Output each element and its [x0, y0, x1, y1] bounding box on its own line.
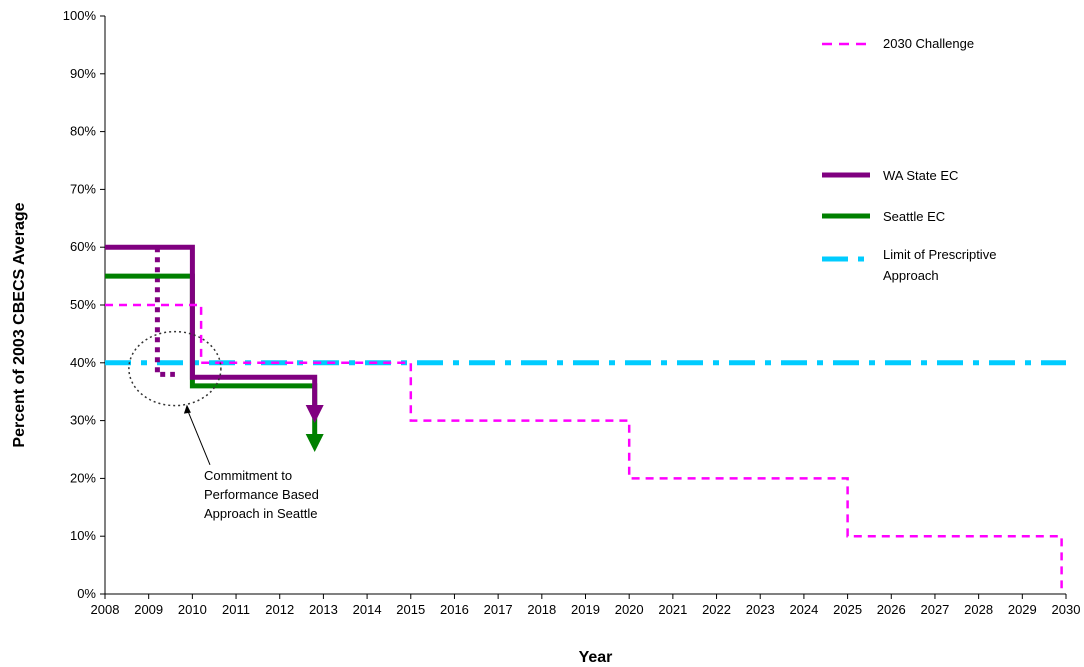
x-tick-label: 2016	[440, 602, 469, 617]
y-tick-label: 100%	[63, 8, 97, 23]
x-axis-title: Year	[579, 649, 613, 666]
x-tick-label: 2009	[134, 602, 163, 617]
x-tick-label: 2020	[615, 602, 644, 617]
x-tick-label: 2017	[484, 602, 513, 617]
y-tick-label: 30%	[70, 413, 96, 428]
x-tick-label: 2010	[178, 602, 207, 617]
legend-label-2030-challenge: 2030 Challenge	[883, 36, 974, 51]
y-tick-label: 20%	[70, 470, 96, 485]
series-wa-state-ec-line	[105, 244, 318, 409]
series-wa-state-ec-arrowhead	[305, 405, 324, 424]
series-layer	[105, 244, 1066, 589]
y-tick-label: 80%	[70, 124, 96, 139]
series-seattle-ec-line	[105, 273, 318, 438]
x-tick-label: 2019	[571, 602, 600, 617]
y-axis-ticks: 0% 10% 20% 30% 40% 50% 60% 70% 80% 90% 100%	[63, 8, 105, 601]
x-tick-label: 2030	[1052, 602, 1081, 617]
y-tick-label: 70%	[70, 181, 96, 196]
annotation-line-3: Approach in Seattle	[204, 506, 317, 521]
x-tick-label: 2014	[353, 602, 382, 617]
x-tick-label: 2024	[789, 602, 818, 617]
legend-label-limit-prescriptive: Limit of Prescriptive Approach	[883, 247, 996, 283]
x-axis-ticks: 2008 2009 2010 2011 2012 2013 2014 2015 2016 2017…	[91, 594, 1081, 617]
x-tick-label: 2022	[702, 602, 731, 617]
y-tick-label: 40%	[70, 355, 96, 370]
annotation-line-1: Commitment to	[204, 468, 292, 483]
x-tick-label: 2029	[1008, 602, 1037, 617]
series-wa-state-ec-dotted-line	[154, 247, 175, 377]
annotation-circle	[128, 330, 222, 407]
annotation-arrow-line	[186, 408, 211, 466]
y-tick-label: 0%	[77, 586, 96, 601]
legend-label-line: Limit of Prescriptive	[883, 247, 996, 262]
y-tick-label: 60%	[70, 239, 96, 254]
x-tick-label: 2012	[265, 602, 294, 617]
legend-label-seattle-ec: Seattle EC	[883, 209, 945, 224]
x-tick-label: 2008	[91, 602, 120, 617]
x-tick-label: 2028	[964, 602, 993, 617]
x-tick-label: 2015	[396, 602, 425, 617]
x-tick-label: 2026	[877, 602, 906, 617]
annotation: Commitment to Performance Based Approach…	[128, 330, 319, 521]
x-tick-label: 2023	[746, 602, 775, 617]
annotation-arrowhead	[183, 404, 191, 414]
x-tick-label: 2021	[658, 602, 687, 617]
annotation-line-2: Performance Based	[204, 487, 319, 502]
y-tick-label: 10%	[70, 528, 96, 543]
x-tick-label: 2011	[222, 602, 250, 617]
legend-label-line: Approach	[883, 268, 939, 283]
x-tick-label: 2013	[309, 602, 338, 617]
series-seattle-ec-arrowhead	[305, 433, 324, 452]
x-tick-label: 2018	[527, 602, 556, 617]
y-axis-title: Percent of 2003 CBECS Average	[11, 202, 28, 447]
x-tick-label: 2027	[920, 602, 949, 617]
x-tick-label: 2025	[833, 602, 862, 617]
legend-label-wa-state-ec: WA State EC	[883, 168, 958, 183]
y-tick-label: 90%	[70, 66, 96, 81]
legend: 2030 Challenge WA State EC Seattle EC Li…	[822, 36, 996, 283]
series-2030-challenge-line	[105, 303, 1063, 589]
y-tick-label: 50%	[70, 297, 96, 312]
